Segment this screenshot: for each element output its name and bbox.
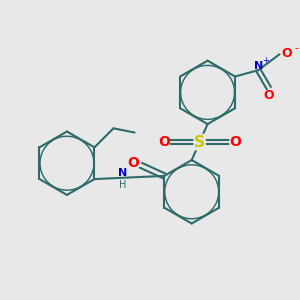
Text: O: O bbox=[282, 47, 292, 60]
Text: H: H bbox=[119, 180, 127, 190]
Text: S: S bbox=[194, 135, 205, 150]
Text: O: O bbox=[230, 135, 242, 149]
Text: O: O bbox=[158, 135, 170, 149]
Text: -: - bbox=[294, 43, 298, 53]
Text: O: O bbox=[128, 156, 140, 170]
Text: N: N bbox=[118, 168, 127, 178]
Text: O: O bbox=[264, 89, 274, 102]
Text: +: + bbox=[262, 56, 269, 65]
Text: N: N bbox=[254, 61, 263, 71]
